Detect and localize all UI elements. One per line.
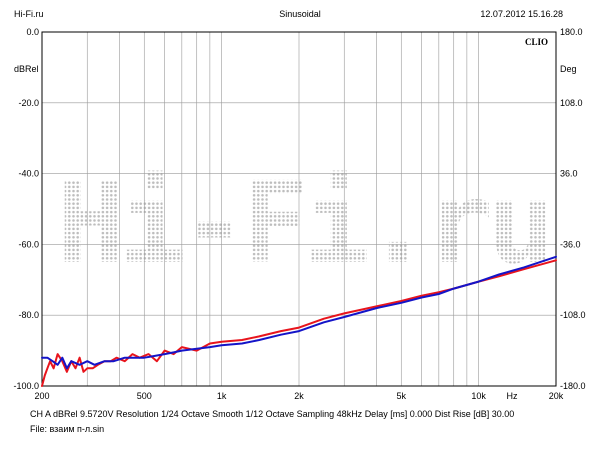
y-tick-label: -20.0 xyxy=(18,98,39,108)
x-tick-label: 500 xyxy=(137,391,152,401)
y2-tick-label: 180.0 xyxy=(560,27,583,37)
y-tick-label: -80.0 xyxy=(18,310,39,320)
x-axis-label: Hz xyxy=(507,391,518,401)
y-tick-label: -60.0 xyxy=(18,239,39,249)
y-tick-label: 0.0 xyxy=(26,27,39,37)
y-tick-label: -100.0 xyxy=(13,381,39,391)
y2-tick-label: -108.0 xyxy=(560,310,586,320)
x-tick-label: 2k xyxy=(294,391,304,401)
file-name: File: взаим п-л.sin xyxy=(30,424,105,434)
series-line-blue xyxy=(41,255,557,370)
x-tick-label: 5k xyxy=(397,391,407,401)
chart-title: Sinusoidal xyxy=(279,9,321,19)
y2-tick-label: 108.0 xyxy=(560,98,583,108)
brand-label: Hi-Fi.ru xyxy=(14,9,44,19)
x-tick-label: 10k xyxy=(471,391,486,401)
series-line-red xyxy=(41,259,557,387)
timestamp: 12.07.2012 15.16.28 xyxy=(480,9,563,19)
measurement-settings: CH A dBRel 9.5720V Resolution 1/24 Octav… xyxy=(30,409,515,419)
x-tick-label: 20k xyxy=(549,391,564,401)
y2-tick-label: -36.0 xyxy=(560,239,581,249)
x-tick-label: 200 xyxy=(34,391,49,401)
y-tick-label: -40.0 xyxy=(18,169,39,179)
y2-tick-label: -180.0 xyxy=(560,381,586,391)
x-tick-label: 1k xyxy=(217,391,227,401)
y-axis-label: dBRel xyxy=(14,64,39,74)
y2-axis-label: Deg xyxy=(560,64,577,74)
y2-tick-label: 36.0 xyxy=(560,169,578,179)
clio-logo: CLIO xyxy=(525,37,548,47)
plot-border xyxy=(41,31,557,387)
watermark-logo: Hi-Fi.ru xyxy=(57,159,548,289)
